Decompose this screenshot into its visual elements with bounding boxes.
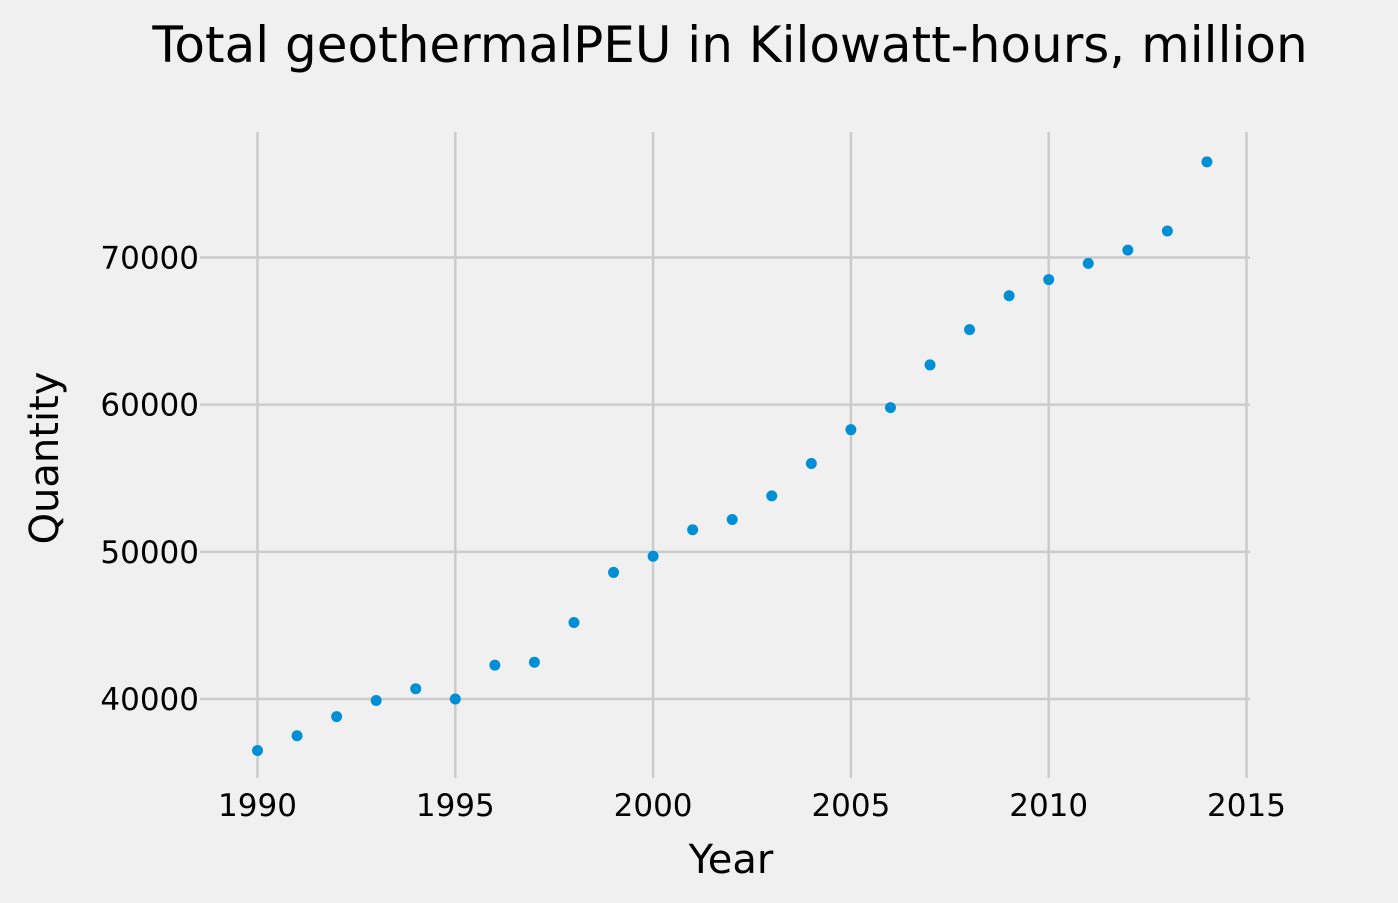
data-point <box>449 693 461 705</box>
data-point <box>884 402 896 414</box>
data-point <box>1082 257 1094 269</box>
grid-lines <box>200 132 1250 778</box>
data-point <box>687 524 699 536</box>
x-tick-label: 2005 <box>811 788 890 824</box>
data-point <box>291 730 303 742</box>
x-tick-label: 1995 <box>416 788 495 824</box>
data-point <box>1003 290 1015 302</box>
y-tick-label: 50000 <box>100 535 199 571</box>
data-point <box>568 616 580 628</box>
data-point <box>608 566 620 578</box>
data-points <box>252 156 1213 757</box>
x-tick-label: 2010 <box>1009 788 1088 824</box>
data-point <box>766 490 778 502</box>
data-point <box>410 683 422 695</box>
y-tick-label: 40000 <box>100 682 199 718</box>
data-point <box>1201 156 1213 168</box>
y-tick-label: 70000 <box>100 241 199 277</box>
y-axis-ticks: 40000 50000 60000 70000 <box>100 241 199 719</box>
x-tick-label: 1990 <box>218 788 297 824</box>
data-point <box>1122 244 1134 256</box>
data-point <box>805 458 817 470</box>
y-axis-label: Quantity <box>22 372 68 545</box>
x-axis-ticks: 1990 1995 2000 2005 2010 2015 <box>218 788 1286 824</box>
y-tick-label: 60000 <box>100 388 199 424</box>
data-point <box>1043 274 1055 286</box>
data-point <box>528 656 540 668</box>
data-point <box>964 324 976 336</box>
data-point <box>489 659 501 671</box>
data-point <box>252 745 263 757</box>
x-axis-label: Year <box>688 837 774 883</box>
x-tick-label: 2015 <box>1207 788 1286 824</box>
data-point <box>726 513 738 525</box>
data-point <box>331 711 343 723</box>
data-point <box>647 550 659 562</box>
data-point <box>370 694 382 706</box>
chart-title: Total geothermalPEU in Kilowatt-hours, m… <box>151 16 1307 74</box>
data-point <box>924 359 936 371</box>
x-tick-label: 2000 <box>614 788 693 824</box>
data-point <box>845 424 857 436</box>
data-point <box>1161 225 1173 237</box>
